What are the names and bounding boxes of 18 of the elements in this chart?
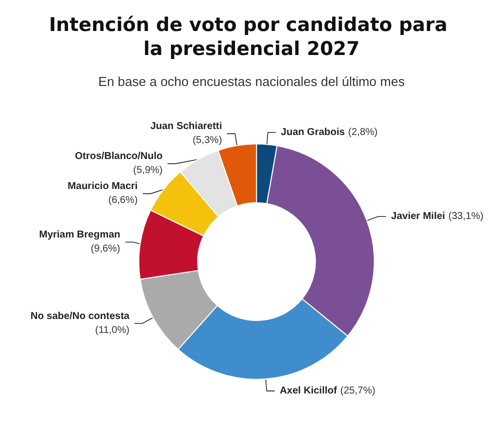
data-label: (9,6%) xyxy=(90,244,120,255)
slice-label: Otros/Blanco/Nulo xyxy=(74,151,163,162)
data-label: (33,1%) xyxy=(448,211,484,222)
chart-subtitle: En base a ocho encuestas nacionales del último mes xyxy=(98,74,406,89)
slice-label: Juan Schiaretti xyxy=(150,121,222,132)
slice-label: Javier Milei xyxy=(391,211,446,222)
slice-label: Mauricio Macri xyxy=(68,181,138,192)
data-label: (25,7%) xyxy=(340,385,376,396)
data-label: (5,9%) xyxy=(133,165,163,176)
slice-label: Axel Kicillof xyxy=(280,385,338,396)
data-label: (2,8%) xyxy=(348,126,378,138)
chart-title: Intención de voto por candidato para la presidencial 2027 xyxy=(48,14,454,60)
slice-label: Myriam Bregman xyxy=(39,230,120,241)
data-label: (5,3%) xyxy=(192,135,222,146)
data-label: (11,0%) xyxy=(95,324,130,336)
slice-label: No sabe/No contesta xyxy=(30,310,130,322)
data-label: (6,6%) xyxy=(108,195,138,206)
slice-label: Juan Grabois xyxy=(280,126,346,138)
